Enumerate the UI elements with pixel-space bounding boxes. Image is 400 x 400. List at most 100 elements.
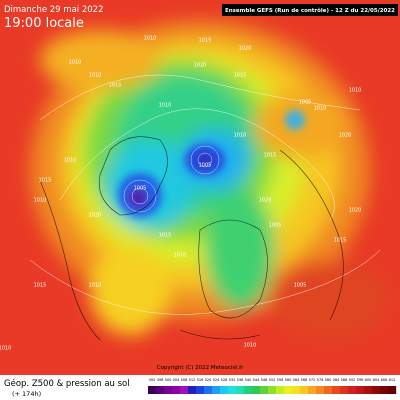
pressure-label: 1015 [199,38,212,44]
scale-label: 512 [189,378,196,382]
scale-label: 608 [381,378,389,382]
scale-swatch [388,386,397,394]
pressure-label: 1015 [39,178,52,184]
run-box [222,4,398,16]
scale-label: 568 [301,378,309,382]
scale-label: 596 [357,378,365,382]
scale-label: 520 [205,378,213,382]
pressure-label: 1020 [239,46,252,52]
scale-label: 492 [149,378,156,382]
scale-swatch [228,386,237,394]
pressure-label: 1005 [299,100,312,106]
scale-label: 592 [349,378,356,382]
pressure-label: 1010 [144,36,157,42]
scale-swatch [148,386,157,394]
scale-label: 572 [309,378,316,382]
scale-swatch [244,386,253,394]
time: 19:00 locale [4,16,84,31]
scale-label: 552 [269,378,276,382]
scale-swatch [236,386,245,394]
footer-lead: (+ 174h) [12,390,41,398]
scale-label: 496 [157,378,165,382]
scale-swatch [260,386,269,394]
scale-label: 556 [277,378,285,382]
pressure-label: 1005 [134,186,147,192]
copyright: Copyright (C) 2022 Meteociel.fr [157,365,244,371]
pressure-label: 1010 [234,133,247,139]
scale-swatch [332,386,341,394]
scale-swatch [188,386,197,394]
pressure-label: 1015 [264,153,277,159]
pressure-label: 1010 [89,73,102,79]
run: Ensemble GEFS (Run de contrôle) - 12 Z d… [225,7,395,14]
scale-swatch [372,386,381,394]
scale-swatch [324,386,333,394]
scale-swatch [292,386,301,394]
pressure-label: 1005 [199,163,212,169]
pressure-label: 1015 [159,233,172,239]
pressure-label: 1020 [339,133,352,139]
pressure-label: 1010 [64,158,77,164]
scale-label: 588 [341,378,349,382]
scale-swatch [276,386,285,394]
pressure-label: 1005 [294,283,307,289]
scale-swatch [172,386,181,394]
scale-swatch [340,386,349,394]
pressure-label: 1015 [109,83,122,89]
pressure-label: 1020 [349,208,362,214]
date: Dimanche 29 mai 2022 [4,5,103,15]
scale-swatch [316,386,325,394]
scale-label: 504 [173,378,181,382]
scale-swatch [180,386,189,394]
scale-swatch [252,386,261,394]
scale-label: 576 [317,378,325,382]
scale-swatch [204,386,213,394]
pressure-label: 1010 [34,198,47,204]
scale-label: 508 [181,378,189,382]
pressure-label: 1020 [89,213,102,219]
scale-swatch [196,386,205,394]
pressure-label: 1015 [234,73,247,79]
pressure-label: 1005 [269,223,282,229]
pressure-label: 1015 [34,283,47,289]
scale-label: 540 [245,378,253,382]
scale-swatch [156,386,165,394]
scale-swatch [268,386,277,394]
scale-swatch [380,386,389,394]
scale-swatch [308,386,317,394]
pressure-label: 1010 [89,283,102,289]
pressure-label: 1010 [69,60,82,66]
scale-label: 584 [333,378,341,382]
scale-label: 532 [229,378,236,382]
scale-label: 528 [221,378,229,382]
scale-swatch [364,386,373,394]
scale-label: 548 [261,378,269,382]
scale-label: 516 [197,378,205,382]
footer-title: Géop. Z500 & pression au sol [4,378,130,389]
scale-swatch [284,386,293,394]
scale-swatch [164,386,173,394]
scale-label: 612 [389,378,396,382]
pressure-label: 1010 [244,343,257,349]
scale-label: 604 [373,378,381,382]
scale-label: 544 [253,378,261,382]
scale-label: 536 [237,378,245,382]
scale-swatch [212,386,221,394]
scale-swatch [356,386,365,394]
scale-label: 600 [365,378,373,382]
scale-swatch [220,386,229,394]
pressure-label: 1010 [0,346,11,352]
pressure-label: 1010 [174,253,187,259]
map [0,0,400,375]
pressure-label: 1010 [314,106,327,112]
pressure-label: 1010 [159,103,172,109]
pressure-label: 1020 [194,63,207,69]
scale-label: 564 [293,378,301,382]
scale-label: 560 [285,378,293,382]
scale-label: 524 [213,378,221,382]
scale-label: 580 [325,378,333,382]
pressure-label: 1015 [334,238,347,244]
scale-label: 500 [165,378,173,382]
